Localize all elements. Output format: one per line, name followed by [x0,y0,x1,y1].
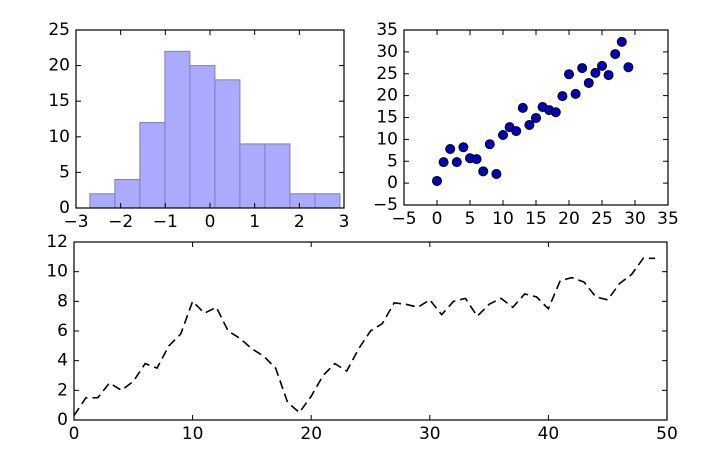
y-tick-label: 5 [387,151,398,171]
bar [314,193,341,209]
point [432,175,442,186]
x-tick-label: 0 [69,424,80,444]
y-tick-label: 0 [57,410,68,430]
point [597,60,607,71]
point [471,154,482,165]
x-tick-label: −3 [63,212,88,232]
bar [189,65,216,209]
bar [164,50,191,209]
point [491,168,502,179]
x-tick-label: 35 [657,209,679,229]
y-tick-label: 12 [46,232,68,252]
x-tick-label: 10 [182,424,204,444]
point [623,62,634,73]
point [484,139,495,150]
y-tick-label: 0 [59,198,70,218]
y-tick-label: 30 [376,42,398,62]
bar [89,193,116,209]
bar [114,179,141,209]
point [458,142,469,153]
y-tick-label: 25 [376,64,398,84]
x-tick-label: 3 [339,212,350,232]
point [524,119,535,130]
line [73,257,656,416]
point [577,63,588,74]
y-tick-label: 10 [376,129,398,149]
x-tick-label: 10 [492,209,514,229]
point [517,102,528,113]
x-tick-label: −1 [153,212,178,232]
point [438,157,449,168]
bar [239,143,266,209]
point [531,112,541,123]
x-tick-label: −2 [108,212,133,232]
point [498,130,508,140]
y-tick-label: 20 [376,86,398,106]
point [451,157,462,168]
y-tick-label: 10 [48,127,70,147]
y-tick-label: −5 [373,195,398,215]
x-tick-label: 0 [432,209,443,229]
y-tick-label: 25 [48,20,70,40]
x-tick-label: 30 [419,424,441,444]
x-tick-label: 40 [538,424,560,444]
y-tick-label: 5 [59,162,70,182]
y-tick-label: 4 [57,351,68,371]
point [616,36,627,47]
x-tick-label: 20 [300,424,322,444]
point [564,69,574,80]
point [610,49,621,60]
point [445,144,456,154]
point [478,166,489,177]
point [511,126,522,137]
x-tick-label: 30 [624,209,646,229]
x-tick-label: 25 [591,209,613,229]
bar [264,143,291,209]
bar [214,79,241,209]
point [583,77,594,88]
bar [289,193,316,209]
x-tick-label: 5 [465,209,476,229]
x-tick-label: 50 [656,424,678,444]
y-tick-label: 15 [376,108,398,128]
y-tick-label: 2 [57,380,68,400]
y-tick-label: 0 [387,173,398,193]
y-tick-label: 6 [57,321,68,341]
point [603,70,614,81]
point [550,107,561,118]
x-tick-label: 20 [558,209,580,229]
x-tick-label: 2 [294,212,305,232]
point [570,88,581,99]
x-tick-label: 15 [525,209,547,229]
point [557,91,568,102]
y-tick-label: 35 [376,20,398,40]
x-tick-label: −5 [391,209,416,229]
x-tick-label: 0 [205,212,216,232]
y-tick-label: 15 [48,91,70,111]
y-tick-label: 20 [48,56,70,76]
bar [139,122,166,209]
x-tick-label: 1 [249,212,260,232]
y-tick-label: 8 [57,291,68,311]
y-tick-label: 10 [46,262,68,282]
point [590,67,601,78]
